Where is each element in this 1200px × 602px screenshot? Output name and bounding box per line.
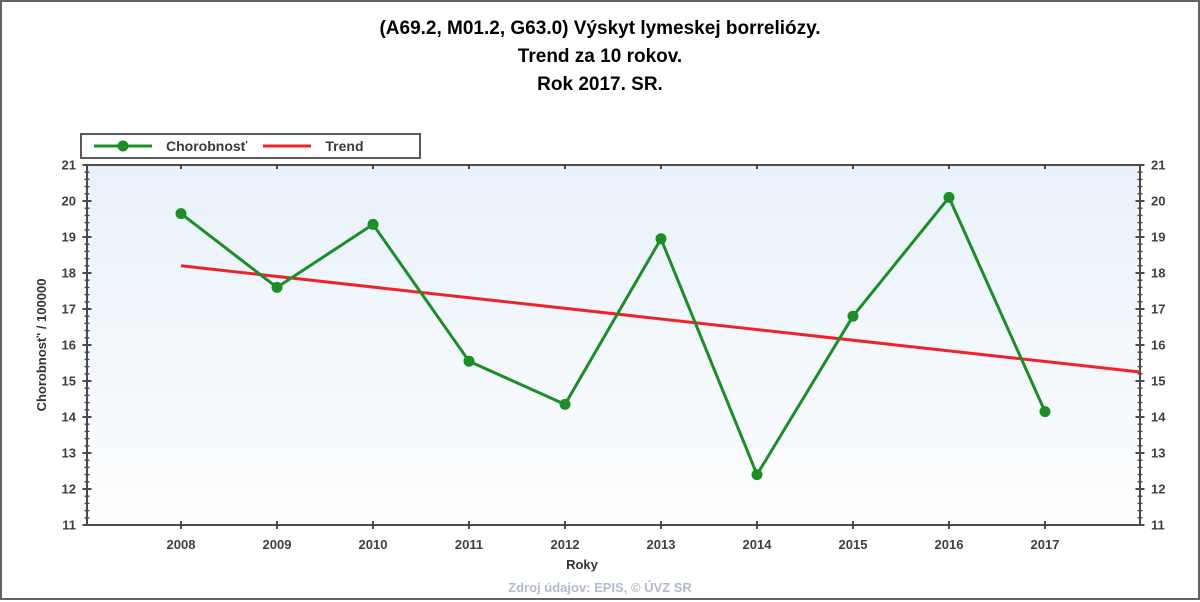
x-axis-tick-label: 2008 (167, 537, 196, 552)
legend-item-trend: Trend (261, 138, 364, 154)
chart-title: (A69.2, M01.2, G63.0) Výskyt lymeskej bo… (2, 15, 1198, 99)
y-axis-tick-label-right: 15 (1151, 374, 1165, 389)
x-axis-tick-label: 2014 (743, 537, 773, 552)
data-point-marker (559, 398, 571, 410)
y-axis-tick-label-left: 18 (62, 266, 76, 281)
legend-label-trend: Trend (325, 138, 364, 154)
chart-title-line2: Trend za 10 rokov. (517, 46, 683, 67)
plot-background (87, 165, 1140, 525)
plot-frame (86, 164, 1141, 526)
chorobnost-line (180, 195, 1047, 477)
line-swatch (263, 144, 312, 148)
data-point-marker (655, 233, 667, 245)
chart-title-line1: (A69.2, M01.2, G63.0) Výskyt lymeskej bo… (379, 18, 821, 39)
x-axis-tick-label: 2010 (359, 537, 388, 552)
x-axis-tick-label: 2011 (455, 537, 483, 552)
y-axis-tick-label-right: 20 (1151, 194, 1165, 209)
y-axis-tick-label-left: 17 (62, 302, 76, 317)
y-axis-tick-label-left: 14 (62, 410, 77, 425)
trend-line (180, 264, 1141, 374)
x-axis-tick-label: 2012 (551, 537, 580, 552)
y-axis-tick-label-right: 12 (1151, 482, 1165, 497)
y-axis-tick-label-left: 21 (62, 158, 76, 173)
data-point-marker (367, 218, 379, 230)
y-axis-tick-label-right: 16 (1151, 338, 1165, 353)
y-axis-tick-label-left: 15 (62, 374, 76, 389)
y-axis-tick-label-right: 13 (1151, 446, 1165, 461)
data-source-note: Zdroj údajov: EPIS, © ÚVZ SR (508, 580, 692, 595)
data-point-marker (1039, 406, 1051, 418)
y-axis-tick-label-right: 18 (1151, 266, 1165, 281)
x-axis-tick-label: 2013 (647, 537, 676, 552)
y-axis-tick-label-right: 17 (1151, 302, 1165, 317)
chart-title-line3: Rok 2017. SR. (537, 74, 663, 95)
y-axis-tick-label-left: 12 (62, 482, 76, 497)
data-point-marker (751, 469, 763, 481)
data-point-marker (175, 208, 187, 220)
data-point-marker (847, 310, 859, 322)
y-axis-tick-label-left: 11 (62, 518, 76, 533)
x-axis-tick-label: 2016 (935, 537, 964, 552)
data-point-marker (943, 191, 955, 203)
legend-label-chorobnost: Chorobnosť (166, 138, 248, 154)
x-axis-tick-label: 2015 (839, 537, 868, 552)
y-axis-tick-label-right: 19 (1151, 230, 1165, 245)
y-axis-title: Chorobnosť' / 100000 (34, 279, 49, 412)
y-axis-tick-label-right: 11 (1151, 518, 1165, 533)
line-marker-swatch (94, 140, 152, 152)
y-axis-tick-label-left: 13 (62, 446, 76, 461)
legend-item-chorobnost: Chorobnosť (92, 138, 247, 154)
y-axis-tick-label-left: 20 (62, 194, 76, 209)
y-axis-tick-label-left: 16 (62, 338, 76, 353)
data-point-marker (271, 281, 283, 293)
y-axis-tick-label-right: 14 (1151, 410, 1166, 425)
x-axis-tick-label: 2017 (1031, 537, 1060, 552)
y-axis-tick-label-left: 19 (62, 230, 76, 245)
x-axis-title: Roky (566, 557, 599, 572)
x-axis-tick-label: 2009 (263, 537, 292, 552)
y-axis-tick-label-right: 21 (1151, 158, 1165, 173)
data-point-marker (463, 355, 475, 367)
legend: Chorobnosť Trend (80, 133, 421, 159)
